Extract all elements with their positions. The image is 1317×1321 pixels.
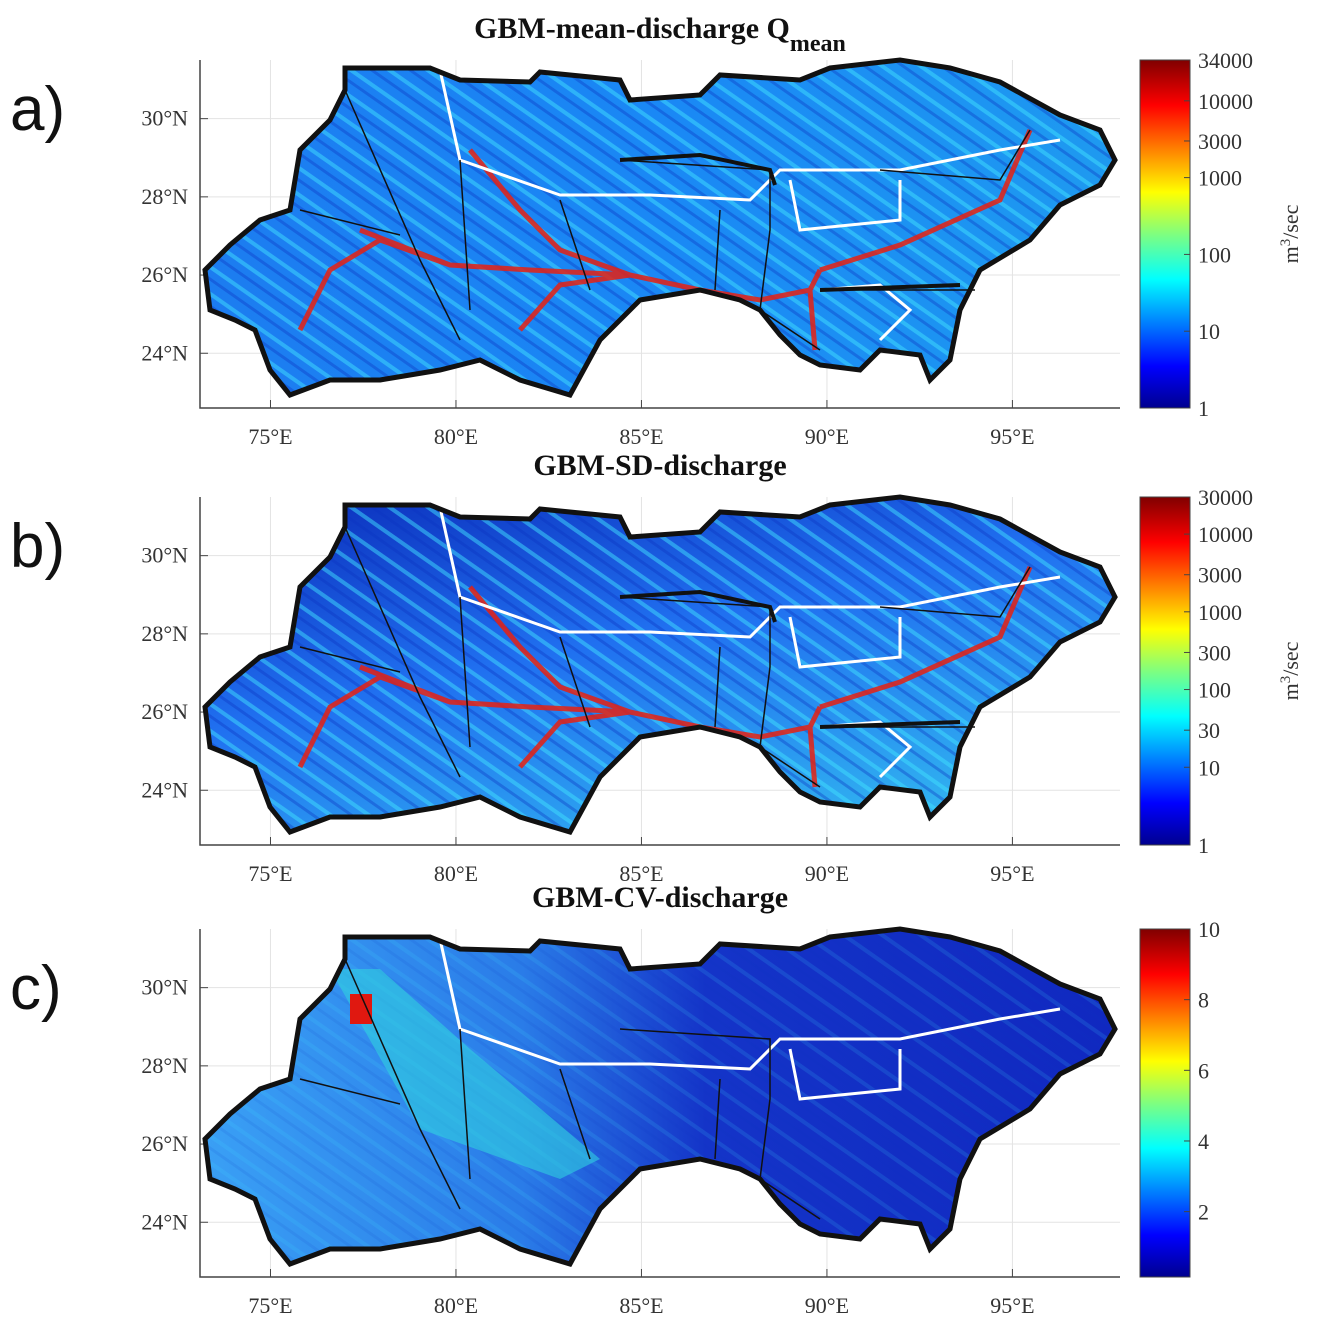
lat-tick-label: 30°N: [141, 975, 188, 1000]
basin-texture: [205, 60, 1115, 395]
lon-tick-label: 80°E: [434, 1293, 478, 1318]
lon-tick-label: 85°E: [619, 1293, 663, 1318]
lon-tick-label: 75°E: [248, 1293, 292, 1318]
lat-tick-label: 26°N: [141, 1131, 188, 1156]
axes-frame: [199, 497, 1120, 846]
lat-tick-label: 28°N: [141, 621, 188, 646]
colorbar-tick-label: 1000: [1198, 600, 1242, 625]
colorbar-tick-label: 1: [1198, 396, 1209, 421]
lat-tick-label: 30°N: [141, 543, 188, 568]
unit-sup: 3: [1278, 676, 1294, 684]
unit-rest: /sec: [1278, 641, 1303, 675]
cv-hotspot: [350, 994, 372, 1024]
lon-tick-label: 85°E: [619, 424, 663, 449]
sub-basins: [299, 958, 821, 1220]
lon-tick-label: 95°E: [990, 1293, 1034, 1318]
colorbar-tick-label: 10: [1198, 755, 1220, 780]
lon-tick-label: 80°E: [434, 424, 478, 449]
lon-tick-label: 75°E: [248, 861, 292, 886]
title-subscript: mean: [790, 31, 846, 57]
lon-tick-label: 90°E: [805, 1293, 849, 1318]
panel: b) GBM-SD-discharge 75°E 80°E 85°E 90°E 95°E 24…: [10, 449, 1303, 886]
lon-tick-label: 95°E: [990, 861, 1034, 886]
lon-tick-label: 75°E: [248, 424, 292, 449]
colorbar-tick-label: 30000: [1198, 485, 1253, 510]
cv-high-band: [330, 969, 600, 1179]
basin-texture: [205, 497, 1115, 832]
panel-title: GBM-CV-discharge: [532, 881, 788, 914]
colorbar-tick-label: 34000: [1198, 48, 1253, 73]
unit-sup: 3: [1278, 239, 1294, 247]
lat-tick-label: 26°N: [141, 699, 188, 724]
colorbar-tick-label: 30: [1198, 718, 1220, 743]
lon-tick-label: 90°E: [805, 861, 849, 886]
colorbar-tick-label: 1: [1198, 833, 1209, 858]
axes-frame: [199, 929, 1120, 1278]
lat-tick-label: 30°N: [141, 106, 188, 131]
lon-tick-label: 90°E: [805, 424, 849, 449]
colorbar: [1139, 928, 1191, 1278]
basin: [205, 929, 1115, 1264]
lat-tick-label: 26°N: [141, 262, 188, 287]
colorbar-tick-label: 8: [1198, 988, 1209, 1013]
colorbar: [1139, 496, 1191, 846]
colorbar-tick-label: 4: [1198, 1129, 1209, 1154]
unit-rest: /sec: [1278, 204, 1303, 238]
colorbar-tick-label: 300: [1198, 640, 1231, 665]
colorbar-tick-label: 3000: [1198, 129, 1242, 154]
colorbar-unit: m3/sec: [1278, 641, 1303, 700]
lon-tick-label: 95°E: [990, 424, 1034, 449]
colorbar-tick-label: 2: [1198, 1200, 1209, 1225]
colorbar-tick-label: 10000: [1198, 89, 1253, 114]
lon-tick-label: 80°E: [434, 861, 478, 886]
unit-base: m: [1278, 246, 1303, 263]
title-text: GBM-mean-discharge Q: [474, 12, 790, 45]
panel-label: c): [10, 954, 62, 1023]
colorbar-tick-label: 100: [1198, 678, 1231, 703]
lon-tick-label: 85°E: [619, 861, 663, 886]
unit-base: m: [1278, 683, 1303, 700]
colorbar-tick-label: 10: [1198, 319, 1220, 344]
basin: [205, 497, 1115, 832]
colorbar-tick-label: 10: [1198, 917, 1220, 942]
panel-label: a): [10, 75, 65, 144]
basin: [205, 60, 1115, 395]
panel: a) GBM-mean-discharge Qmean 75°E 80°E 85°E 90…: [10, 12, 1303, 449]
panel-label: b): [10, 512, 65, 581]
title-text: GBM-SD-discharge: [533, 449, 786, 482]
axes-frame: [199, 60, 1120, 409]
lat-tick-label: 24°N: [141, 340, 188, 365]
colorbar-tick-label: 6: [1198, 1058, 1209, 1083]
colorbar: [1139, 59, 1191, 409]
colorbar-unit: m3/sec: [1278, 204, 1303, 263]
panel-title: GBM-mean-discharge Qmean: [474, 12, 846, 57]
lat-tick-label: 24°N: [141, 777, 188, 802]
colorbar-tick-label: 3000: [1198, 563, 1242, 588]
boundaries: [438, 938, 1061, 1101]
colorbar-tick-label: 100: [1198, 242, 1231, 267]
panel-title: GBM-SD-discharge: [533, 449, 786, 482]
lat-tick-label: 24°N: [141, 1209, 188, 1234]
lat-tick-label: 28°N: [141, 1053, 188, 1078]
lat-tick-label: 28°N: [141, 184, 188, 209]
colorbar-tick-label: 1000: [1198, 166, 1242, 191]
title-text: GBM-CV-discharge: [532, 881, 788, 914]
colorbar-tick-label: 10000: [1198, 522, 1253, 547]
